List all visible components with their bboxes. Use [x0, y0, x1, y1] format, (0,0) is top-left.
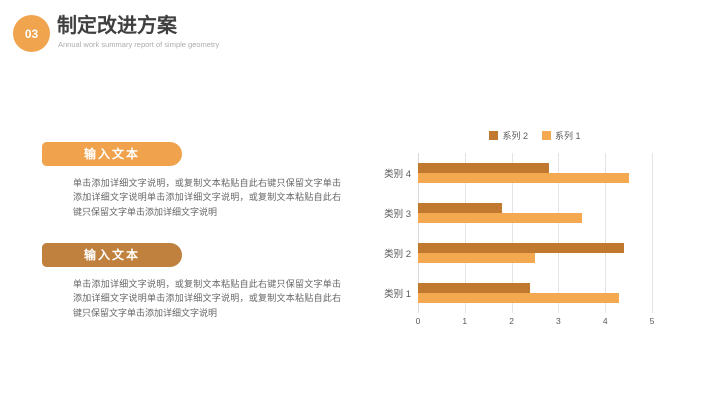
legend-swatch: [542, 130, 551, 140]
chart-legend: 系列 2 系列 1: [418, 128, 652, 142]
legend-swatch: [489, 130, 499, 140]
category-label: 类别 3: [384, 209, 411, 220]
category-label: 类别 1: [384, 289, 411, 300]
bar-chart: 系列 2 系列 1 类别 4 类别 3 类别 2 类别 1 0 1 2 3 4 5: [384, 125, 675, 333]
chart-category-labels: 类别 4 类别 3 类别 2 类别 1: [384, 153, 411, 313]
legend-item: 系列 2: [489, 129, 528, 142]
legend-label: 系列 2: [502, 130, 528, 141]
bar-系列2-类别3: [418, 203, 503, 213]
slide-title: 制定改进方案: [57, 15, 177, 37]
bar-系列1-类别2: [418, 253, 535, 263]
gridline: [464, 153, 466, 313]
section-number-badge: 03: [13, 15, 50, 52]
bar-系列2-类别2: [418, 243, 624, 253]
section-number: 03: [24, 26, 39, 41]
gridline: [511, 153, 513, 313]
gridline: [605, 153, 607, 313]
x-tick-label: 2: [509, 316, 514, 326]
chart-plot: [418, 153, 653, 313]
body-paragraph-2: 单击添加详细文字说明，或复制文本粘贴自此右键只保留文字单击添加详细文字说明单击添…: [73, 279, 341, 318]
category-label: 类别 2: [384, 249, 411, 260]
body-paragraph-1: 单击添加详细文字说明，或复制文本粘贴自此右键只保留文字单击添加详细文字说明单击添…: [73, 178, 341, 217]
gridline: [418, 153, 419, 313]
x-tick-label: 5: [649, 316, 655, 326]
legend-label: 系列 1: [555, 130, 581, 141]
bar-系列2-类别4: [418, 163, 550, 173]
input-text-button-2[interactable]: 输入文本: [42, 243, 182, 267]
bar-系列1-类别1: [418, 293, 620, 303]
legend-item: 系列 1: [542, 129, 581, 142]
bar-系列1-类别4: [418, 173, 629, 183]
x-tick-label: 1: [462, 316, 468, 326]
x-tick-label: 4: [602, 316, 608, 326]
slide-subtitle: Annual work summary report of simple geo…: [58, 40, 220, 49]
chart-x-axis: 0 1 2 3 4 5: [415, 316, 655, 328]
x-tick-label: 3: [556, 316, 561, 326]
gridline: [652, 153, 653, 313]
bar-系列2-类别1: [418, 283, 531, 293]
bar-group: [418, 193, 652, 233]
x-tick-label: 0: [415, 316, 421, 326]
category-label: 类别 4: [384, 169, 411, 180]
bar-group: [418, 273, 652, 313]
bar-group: [418, 153, 652, 193]
bar-group: [418, 233, 652, 273]
gridline: [558, 153, 560, 313]
bar-系列1-类别3: [418, 213, 582, 223]
input-text-button-1[interactable]: 输入文本: [42, 142, 182, 166]
